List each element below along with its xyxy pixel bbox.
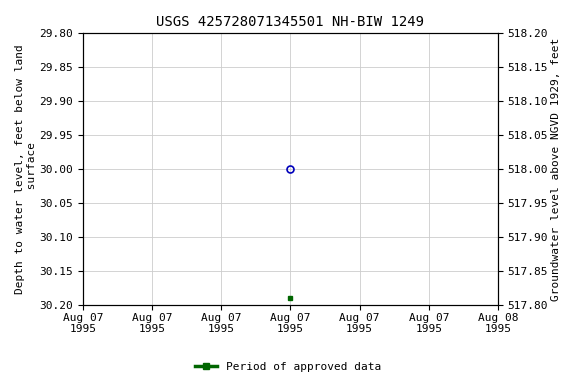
- Legend: Period of approved data: Period of approved data: [191, 358, 385, 377]
- Title: USGS 425728071345501 NH-BIW 1249: USGS 425728071345501 NH-BIW 1249: [157, 15, 425, 29]
- Y-axis label: Depth to water level, feet below land
 surface: Depth to water level, feet below land su…: [15, 44, 37, 294]
- Y-axis label: Groundwater level above NGVD 1929, feet: Groundwater level above NGVD 1929, feet: [551, 38, 561, 301]
